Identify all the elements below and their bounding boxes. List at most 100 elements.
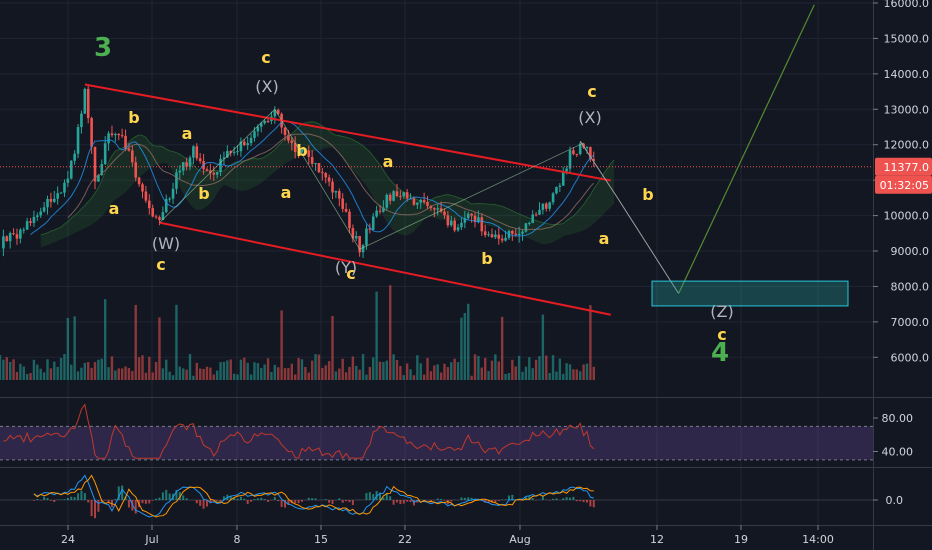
volume-bar (83, 362, 87, 380)
candle-body (185, 162, 188, 167)
volume-bar (15, 371, 19, 380)
candle-body (147, 200, 151, 209)
candle-body (578, 143, 582, 155)
candle-body (266, 120, 270, 122)
volume-bar (528, 357, 531, 380)
candle-body (29, 221, 32, 223)
time-tick-label: 22 (398, 533, 412, 546)
volume-bar (215, 370, 219, 380)
macd-histogram-bar (229, 496, 232, 500)
current-price-badge (875, 157, 932, 176)
macd-histogram-bar (582, 500, 585, 503)
macd-histogram-bar (222, 496, 225, 500)
volume-bar (355, 365, 358, 380)
candle-body (477, 217, 480, 223)
candle-body (348, 211, 351, 229)
volume-bar (304, 366, 307, 380)
candle-body (524, 223, 528, 232)
volume-bar (514, 366, 517, 380)
candle-body (226, 151, 229, 158)
oscillator-line (3, 403, 595, 460)
candle-body (141, 184, 144, 192)
volume-bar (87, 362, 90, 380)
candle-body (558, 185, 562, 187)
macd-histogram-bar (490, 500, 493, 503)
oscillator-band-fill (0, 426, 873, 460)
candle-body (39, 211, 43, 216)
macd-histogram-bar (280, 500, 283, 507)
macd-histogram-bar (236, 498, 239, 500)
macd-histogram-bar (114, 499, 117, 500)
candle-body (517, 233, 521, 235)
volume-bar (395, 359, 399, 380)
projection-path[interactable] (579, 4, 815, 294)
candle-body (151, 208, 154, 217)
macd-histogram-bar (341, 500, 344, 503)
volume-bar (541, 314, 545, 380)
macd-histogram-bar (32, 500, 35, 501)
volume-bar (236, 374, 239, 380)
volume-bar (56, 366, 59, 380)
candle-body (19, 229, 22, 239)
macd-histogram-bar (94, 500, 97, 519)
macd-histogram-bar (165, 489, 168, 500)
candle-body (80, 113, 83, 128)
volume-bar (29, 373, 32, 380)
candle-body (538, 209, 541, 215)
volume-bar (582, 364, 585, 380)
wave-label-main: 3 (94, 33, 112, 63)
candle-body (205, 169, 209, 171)
candle-body (344, 208, 348, 212)
macd-histogram-bar (324, 499, 327, 500)
candle-body (5, 236, 9, 242)
price-tick-label: 13000.0 (884, 103, 930, 116)
oscillator-tick-label: 80.00 (882, 412, 914, 425)
candle-body (466, 213, 470, 219)
macd-histogram-bar (212, 500, 215, 502)
candle-body (541, 203, 545, 210)
target-zone[interactable] (651, 280, 849, 307)
volume-bar (372, 357, 375, 380)
volume-bar (5, 357, 8, 380)
macd-histogram-bar (382, 497, 385, 500)
candle-body (209, 170, 212, 173)
candle-body (90, 118, 93, 147)
volume-bar (73, 316, 76, 380)
time-tick-label: Aug (509, 533, 530, 546)
volume-bar (171, 375, 175, 380)
volume-bar (504, 373, 507, 380)
macd-histogram-bar (63, 499, 66, 500)
volume-bar (392, 354, 395, 380)
volume-bar (232, 373, 236, 380)
volume-bar (212, 374, 215, 380)
volume-bar (53, 361, 56, 380)
candle-body (107, 133, 110, 144)
price-tick-label: 9000.0 (891, 245, 930, 258)
volume-bar (107, 367, 110, 380)
volume-bar (39, 368, 42, 380)
macd-histogram-bar (297, 500, 300, 504)
candle-body (137, 177, 141, 185)
candle-body (483, 231, 487, 236)
volume-bar (131, 371, 134, 380)
candle-body (412, 198, 416, 205)
volume-bar (331, 316, 334, 380)
macd-histogram-bar (504, 499, 507, 500)
volume-bar (317, 354, 321, 380)
projection-up-line (678, 4, 815, 294)
moving-averages (0, 120, 873, 237)
macd-histogram-bar (406, 500, 409, 502)
candle-body (127, 148, 131, 151)
candle-body (416, 202, 419, 205)
volume-bar (375, 291, 378, 380)
macd-histogram-bar (284, 500, 287, 508)
wave-connector (159, 108, 584, 250)
volume-bar (433, 365, 436, 380)
macd-histogram-bar (507, 495, 510, 500)
volume-bar (297, 357, 300, 380)
trend-channel[interactable] (84, 83, 611, 316)
macd-histogram-bar (416, 500, 419, 503)
volume-bar (260, 368, 263, 380)
volume-bar (314, 354, 317, 380)
